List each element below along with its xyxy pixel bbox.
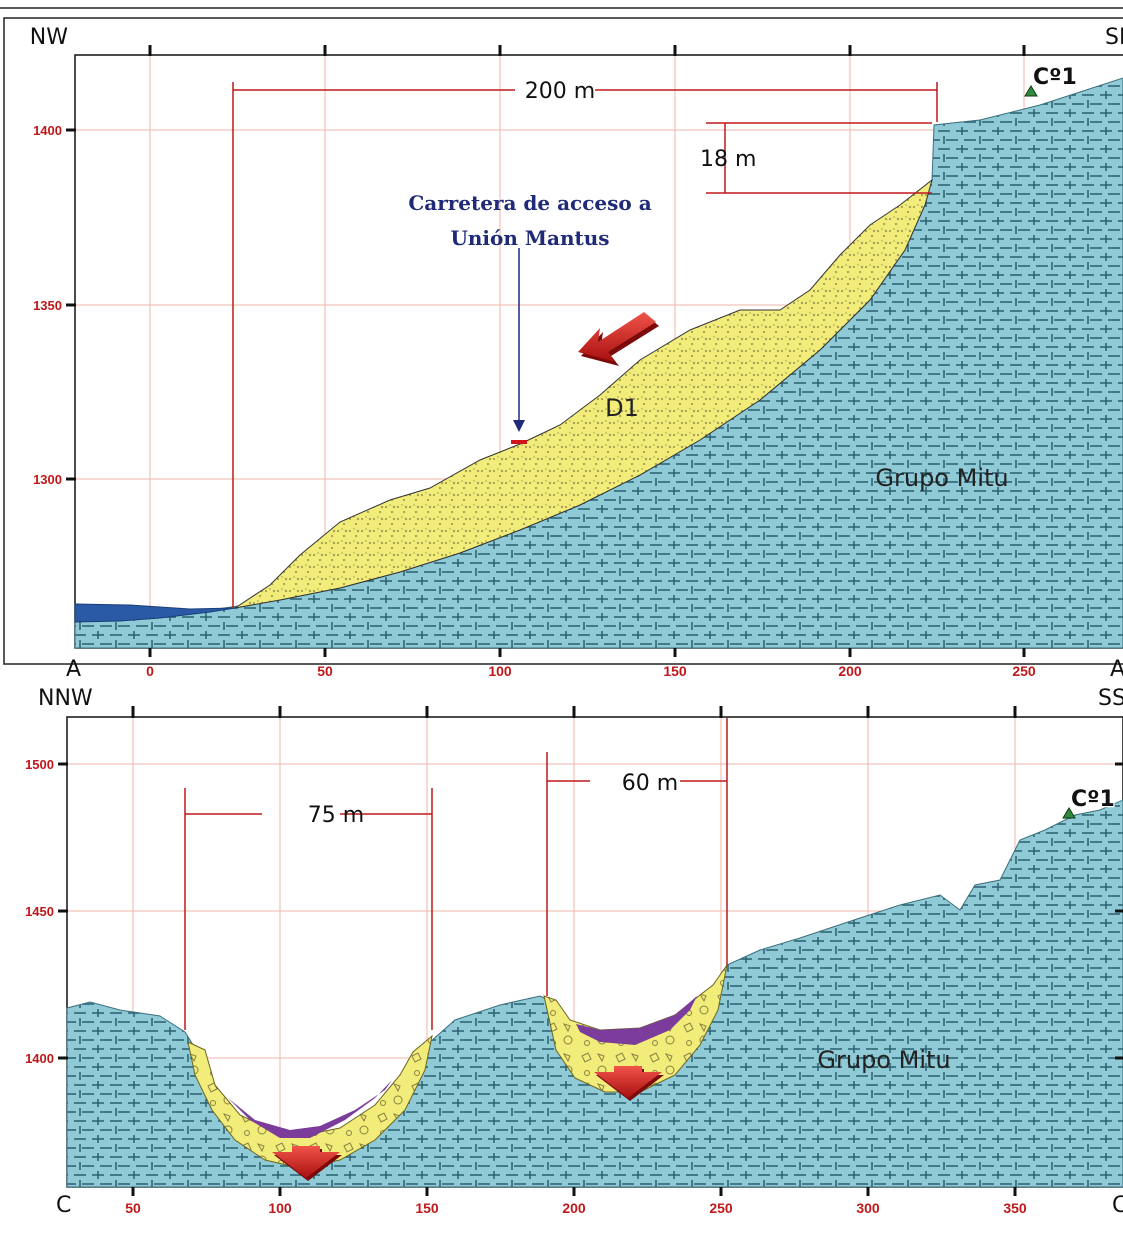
section-top: NW SE A A' 0 50 100 150 200 250 1400 135… <box>30 25 1123 682</box>
bottom-corner-top-left: NNW <box>38 686 93 711</box>
top-x-tick: 200 <box>838 663 862 679</box>
top-corner-top-right: SE <box>1105 25 1123 50</box>
road-label-line1: Carretera de acceso a <box>408 191 651 215</box>
top-deposit-d1 <box>234 178 933 609</box>
top-x-tick: 150 <box>663 663 687 679</box>
top-x-tick: 50 <box>317 663 333 679</box>
top-corner-top-left: NW <box>30 25 68 50</box>
bottom-y-tick: 1450 <box>25 904 54 919</box>
top-x-tick: 100 <box>488 663 512 679</box>
bottom-corner-bottom-left: C <box>56 1193 71 1218</box>
bottom-summit-triangle-icon <box>1062 807 1076 819</box>
bottom-corner-top-right: SSE <box>1098 686 1123 711</box>
top-y-tick: 1350 <box>33 298 62 313</box>
bottom-dimension-75m-label: 75 m <box>308 803 364 828</box>
road-pointer-arrowhead <box>513 420 525 432</box>
bottom-x-tick: 100 <box>268 1200 292 1216</box>
bottom-x-tick: 250 <box>709 1200 733 1216</box>
bottom-x-tick: 50 <box>125 1200 141 1216</box>
bottom-x-tick: 200 <box>562 1200 586 1216</box>
bottom-y-tick: 1400 <box>25 1051 54 1066</box>
top-hill-label: Cº1 <box>1033 65 1077 90</box>
section-bottom: NNW SSE C C' 50 100 150 200 250 300 350 … <box>25 686 1123 1218</box>
top-dimension-18m <box>706 122 932 194</box>
top-dimension-18m-label: 18 m <box>700 147 756 172</box>
bottom-x-tick: 350 <box>1003 1200 1027 1216</box>
road-label-line2: Unión Mantus <box>450 226 609 250</box>
top-movement-arrow <box>578 312 659 366</box>
road-marker <box>511 440 527 444</box>
top-corner-bottom-left: A <box>66 657 81 682</box>
top-y-tick: 1300 <box>33 472 62 487</box>
bottom-purple-left <box>228 1080 392 1138</box>
bottom-dimension-60m <box>546 718 728 996</box>
top-y-tick: 1400 <box>33 123 62 138</box>
bottom-x-tick: 300 <box>856 1200 880 1216</box>
bottom-downward-arrow-right <box>594 1066 664 1101</box>
top-water <box>74 603 236 623</box>
bottom-corner-bottom-right: C' <box>1112 1193 1123 1218</box>
bottom-y-tick: 1500 <box>25 757 54 772</box>
bottom-purple-right <box>576 996 697 1045</box>
bottom-downward-arrow-left <box>272 1146 342 1181</box>
bottom-dimension-75m <box>184 788 433 1030</box>
top-axis-ticks <box>66 45 1026 657</box>
top-frame <box>3 17 1123 665</box>
top-dimension-200m-label: 200 m <box>525 79 595 104</box>
bottom-dimension-60m-label: 60 m <box>622 771 678 796</box>
bottom-hill-label: Cº1 <box>1071 787 1115 812</box>
bottom-x-tick: 150 <box>415 1200 439 1216</box>
bottom-unit-label: Grupo Mitu <box>817 1046 950 1074</box>
top-unit-label: Grupo Mitu <box>875 464 1008 492</box>
top-dimension-200m <box>232 82 938 608</box>
top-x-tick: 0 <box>146 663 154 679</box>
deposit-d1-label: D1 <box>605 394 639 422</box>
bottom-axis-ticks <box>58 706 1123 1196</box>
top-x-tick: 250 <box>1012 663 1036 679</box>
top-summit-triangle-icon <box>1024 85 1038 97</box>
top-corner-bottom-right: A' <box>1110 657 1123 682</box>
